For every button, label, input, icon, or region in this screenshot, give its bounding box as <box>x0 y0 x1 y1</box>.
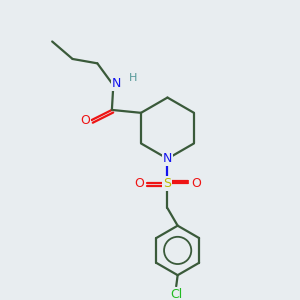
Text: S: S <box>164 177 172 190</box>
Text: O: O <box>134 177 144 190</box>
Text: N: N <box>112 77 122 90</box>
Text: O: O <box>191 177 201 190</box>
Text: Cl: Cl <box>170 288 182 300</box>
Text: H: H <box>129 73 137 83</box>
Text: O: O <box>80 114 90 127</box>
Text: N: N <box>163 152 172 165</box>
